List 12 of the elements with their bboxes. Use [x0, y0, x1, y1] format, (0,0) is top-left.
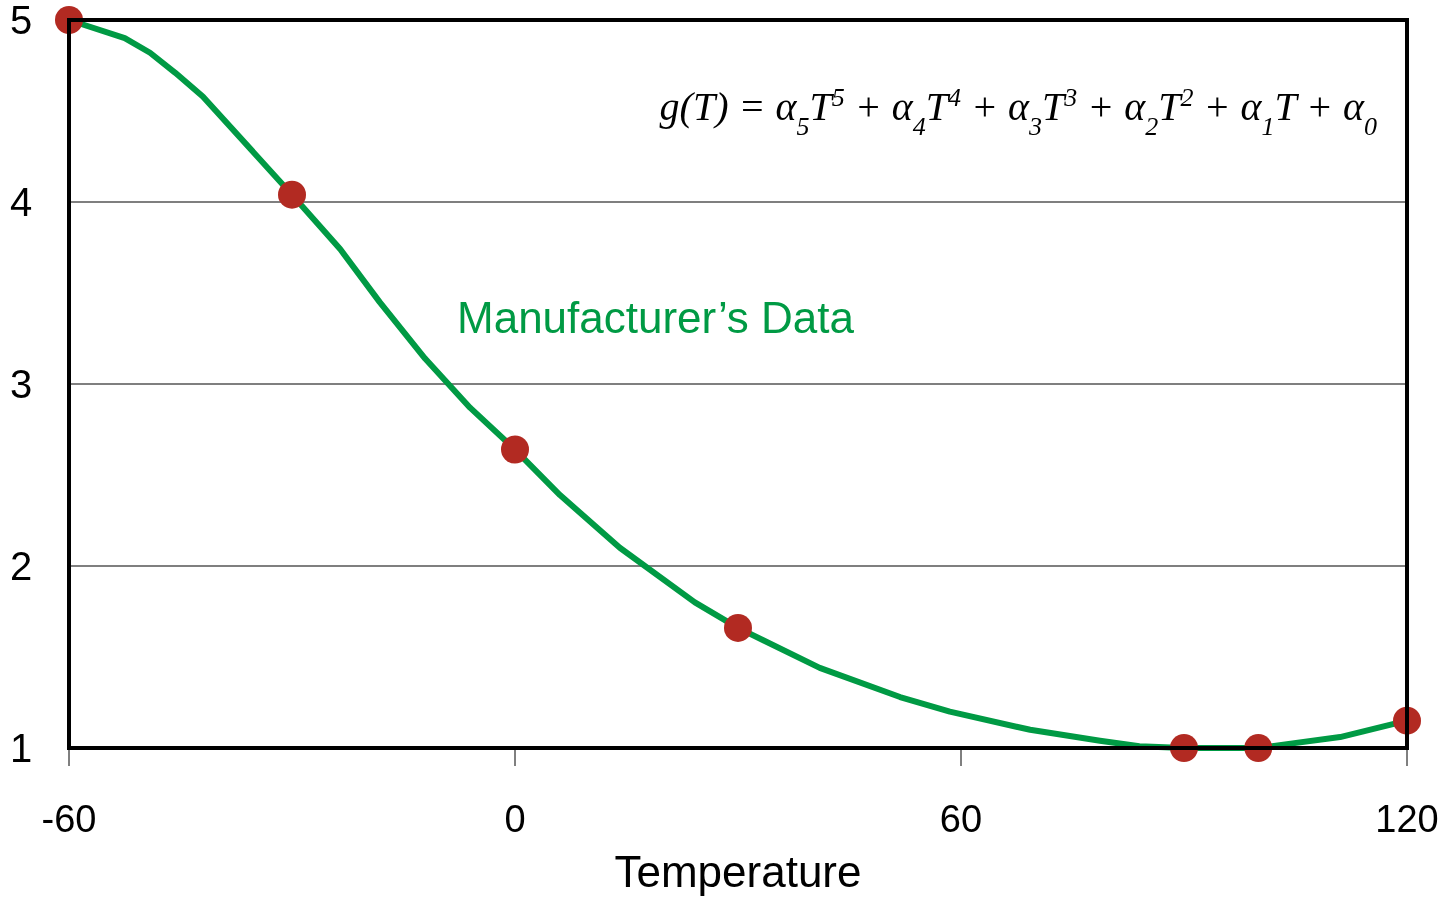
x-tick-label: 60 [939, 798, 983, 840]
y-tick-label: 3 [9, 362, 33, 406]
x-tick-label: -60 [41, 798, 97, 840]
x-axis-title: Temperature [614, 847, 862, 896]
y-tick-label: 2 [9, 544, 33, 588]
y-tick-label: 4 [9, 180, 33, 224]
y-tick-label: 5 [9, 0, 33, 42]
y-tick-label: 1 [9, 726, 33, 770]
x-tick-label: 120 [1375, 798, 1439, 840]
text: g(T) = α$_{5}$T$^{5}$ + α$_{4}$T$^{4}$ + α$_{3}$T$^{3}$ + α$_{2}$T$^{2}$ + α$_{1}$T + α$_{0}$ [659, 82, 1377, 141]
x-tick-label: 0 [504, 798, 526, 840]
series-label: Manufacturer’s Data [457, 293, 855, 343]
